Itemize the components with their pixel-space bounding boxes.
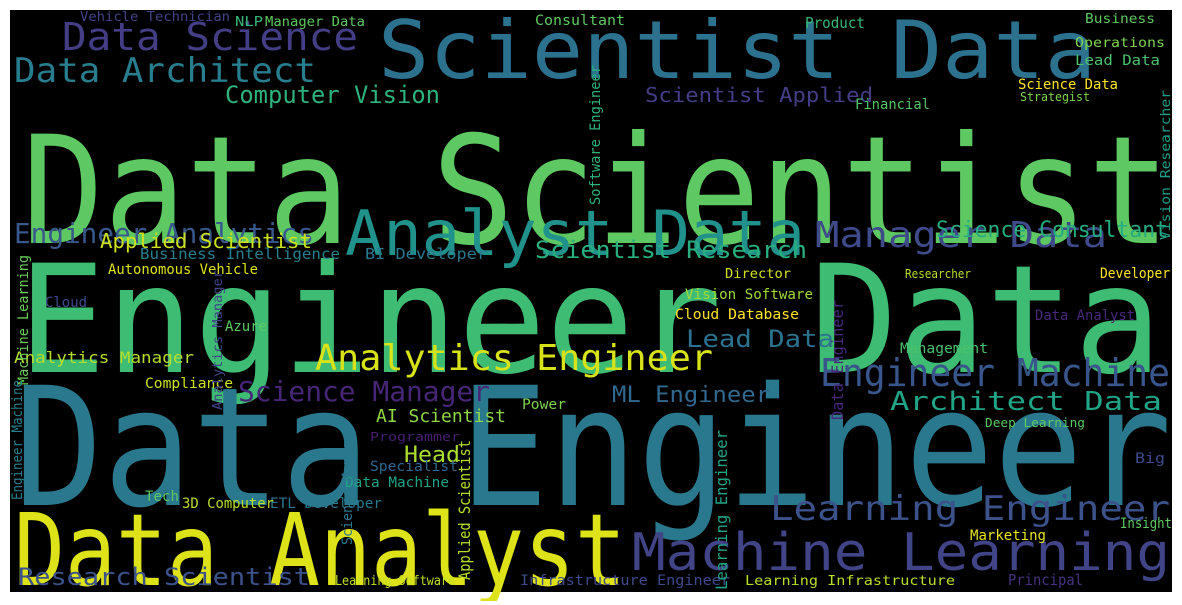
word: Science Manager (340, 425, 356, 545)
word: Vehicle Technician (80, 10, 230, 25)
word: Engineer Machine (10, 380, 26, 500)
word: Head (404, 443, 460, 468)
word: Data Architect (14, 51, 316, 91)
word: Business Intelligence (140, 245, 340, 263)
word: Principal (1008, 571, 1083, 589)
word: Scientist Applied (645, 83, 873, 107)
word: BI Developer (365, 245, 487, 263)
word: Insight (1120, 516, 1172, 532)
word: Architect Data (890, 387, 1162, 417)
word: Big (1135, 451, 1165, 467)
word: Marketing (970, 528, 1046, 544)
word: Science Consultant (936, 218, 1168, 243)
word: Data Analyst (1035, 308, 1135, 324)
word: Azure (225, 319, 267, 335)
word: Autonomous Vehicle (108, 262, 258, 278)
word: Specialist (370, 459, 458, 475)
word: Infrastructure Engineer (520, 573, 730, 589)
word: Machine Learning (16, 255, 32, 385)
word: Computer Vision (225, 81, 440, 109)
word: Manager Data (815, 215, 1107, 256)
word: Developer (1100, 266, 1170, 282)
word: Product (805, 14, 865, 32)
word: Data Engineer (828, 300, 847, 420)
word: Science Manager (238, 375, 490, 408)
word: Cloud Database (675, 307, 799, 323)
word: Consultant (535, 13, 625, 29)
word: Science Data (1018, 77, 1118, 93)
word: Engineer Machine (820, 351, 1170, 395)
word: Data Science (62, 15, 358, 59)
word: Data Analyst (14, 492, 626, 601)
word: Operations (1075, 36, 1165, 51)
word: Scientist Data (378, 4, 1096, 97)
word: Vision Researcher (1159, 90, 1174, 240)
word: Data Engineer (14, 352, 1172, 544)
word: 3D Computer (182, 496, 274, 512)
word: Learning Engineer (770, 489, 1170, 529)
word: Research Scientist (18, 563, 310, 591)
word: Software Engineer (588, 65, 604, 205)
word: Analyst Data (345, 197, 805, 270)
cloud-background (10, 10, 1172, 592)
word: Business (1085, 12, 1155, 27)
word: Director (725, 267, 791, 282)
word: NLP (235, 15, 263, 30)
word: Data Scientist (22, 105, 1170, 279)
word: ETL Developer (270, 496, 382, 512)
word: AI Scientist (376, 406, 506, 427)
word: Engineer Analytics (14, 217, 314, 250)
word: Data Machine (345, 475, 449, 491)
word: Analytics Manager (14, 348, 194, 367)
word: Learning Engineer (712, 430, 731, 590)
word: Applied Scientist (455, 440, 474, 580)
word: Applied Scientist (100, 229, 312, 253)
word: ML Engineer (612, 383, 770, 408)
word: Researcher (905, 267, 971, 281)
word: Engineer Data (18, 234, 1162, 408)
word: Strategist (1020, 90, 1090, 104)
word: Machine Learning (632, 523, 1170, 583)
word: Analytics Manager (211, 270, 226, 410)
word: Analytics Engineer (315, 338, 713, 379)
word: Learning Infrastructure (745, 574, 955, 589)
word: Vision Software (685, 287, 813, 303)
word: Programmer (370, 430, 460, 444)
word: Lead Data (1075, 53, 1160, 69)
word: Deep Learning (985, 416, 1085, 430)
word: Manager Data (265, 15, 365, 30)
word: Management (900, 341, 988, 357)
word: Lead Data (686, 325, 834, 353)
word: Financial (855, 97, 930, 113)
word: Scientist Research (535, 236, 807, 264)
word: Learning Software (335, 574, 455, 589)
word: Compliance (145, 376, 233, 392)
word: Tech (145, 489, 179, 505)
word: Power (522, 397, 566, 413)
word: Cloud (45, 295, 87, 311)
